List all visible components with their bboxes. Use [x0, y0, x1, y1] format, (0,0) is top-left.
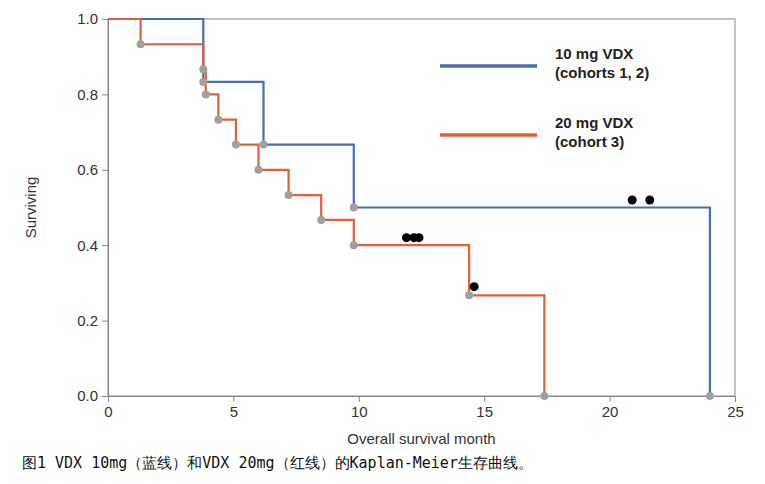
- x-tick: 5: [230, 396, 238, 420]
- event-marker: [254, 166, 262, 174]
- legend: 10 mg VDX (cohorts 1, 2) 20 mg VDX (cohort …: [440, 45, 649, 150]
- event-marker: [199, 78, 207, 86]
- event-marker: [350, 241, 358, 249]
- event-marker: [285, 191, 293, 199]
- event-marker: [706, 392, 714, 400]
- y-tick-label: 1.0: [77, 10, 98, 27]
- plot-area: [108, 19, 714, 400]
- x-tick-mark: [610, 396, 611, 402]
- y-tick-label: 0.6: [77, 161, 98, 178]
- y-tick-mark: [102, 19, 108, 20]
- x-tick: 20: [602, 396, 619, 420]
- y-tick: 1.0: [77, 10, 108, 27]
- x-tick-mark: [735, 396, 736, 402]
- legend-label: 10 mg VDX (cohorts 1, 2): [555, 45, 649, 81]
- x-axis-title: Overall survival month: [347, 430, 495, 447]
- event-marker: [350, 204, 358, 212]
- x-axis-line: [109, 397, 736, 403]
- legend-swatch: [440, 133, 537, 137]
- y-tick-mark: [102, 245, 108, 246]
- y-tick-mark: [102, 396, 108, 397]
- event-marker: [232, 141, 240, 149]
- y-tick-mark: [102, 94, 108, 95]
- y-tick: 0.4: [77, 237, 108, 254]
- legend-label-line: 20 mg VDX: [555, 114, 633, 131]
- y-tick-label: 0.8: [77, 86, 98, 103]
- event-marker: [317, 216, 325, 224]
- legend-label-line: 10 mg VDX: [555, 45, 633, 62]
- y-tick: 0.2: [77, 312, 108, 329]
- y-axis: 0.0 0.2 0.4 0.6 0.8 1.0: [77, 10, 108, 404]
- x-tick: 15: [476, 396, 493, 420]
- x-tick-mark: [359, 396, 360, 402]
- chart: 0 5 10 15 20 25 0.0 0.2 0.4 0.6 0.8 1.0 10 mg VDX (co…: [0, 0, 765, 484]
- x-tick-label: 0: [104, 403, 112, 420]
- legend-label-line: (cohorts 1, 2): [555, 64, 649, 81]
- y-axis-title: Surviving: [22, 177, 39, 239]
- event-marker: [465, 291, 473, 299]
- censored-marker: [628, 195, 637, 204]
- x-tick: 10: [351, 396, 368, 420]
- x-tick-label: 25: [727, 403, 744, 420]
- x-tick-mark: [233, 396, 234, 402]
- y-tick: 0.6: [77, 161, 108, 178]
- x-tick-label: 15: [476, 403, 493, 420]
- event-marker: [137, 40, 145, 48]
- y-tick: 0.0: [77, 387, 108, 404]
- x-tick: 0: [104, 396, 112, 420]
- y-tick: 0.8: [77, 86, 108, 103]
- x-axis: 0 5 10 15 20 25: [104, 396, 744, 420]
- x-tick-label: 5: [230, 403, 238, 420]
- y-tick-label: 0.2: [77, 312, 98, 329]
- y-axis-line: [102, 20, 109, 397]
- survival-curve: [108, 19, 710, 396]
- x-tick-mark: [484, 396, 485, 402]
- event-marker: [202, 90, 210, 98]
- x-tick: 25: [727, 396, 744, 420]
- legend-swatch: [440, 64, 537, 68]
- y-tick-label: 0.4: [77, 237, 98, 254]
- event-marker: [214, 116, 222, 124]
- x-tick-label: 10: [351, 403, 368, 420]
- figure-caption: 图1 VDX 10mg（蓝线）和VDX 20mg（红线）的Kaplan-Meie…: [22, 454, 533, 472]
- event-marker: [199, 65, 207, 73]
- legend-label-line: (cohort 3): [555, 133, 624, 150]
- event-marker: [259, 141, 267, 149]
- plot-frame: [108, 19, 735, 396]
- survival-curve: [108, 19, 544, 396]
- censored-marker: [645, 195, 654, 204]
- censored-marker: [470, 282, 479, 291]
- censored-marker: [414, 233, 423, 242]
- legend-label: 20 mg VDX (cohort 3): [555, 114, 633, 150]
- event-marker: [540, 392, 548, 400]
- y-tick-mark: [102, 321, 108, 322]
- x-tick-label: 20: [602, 403, 619, 420]
- y-tick-mark: [102, 170, 108, 171]
- y-tick-label: 0.0: [77, 387, 98, 404]
